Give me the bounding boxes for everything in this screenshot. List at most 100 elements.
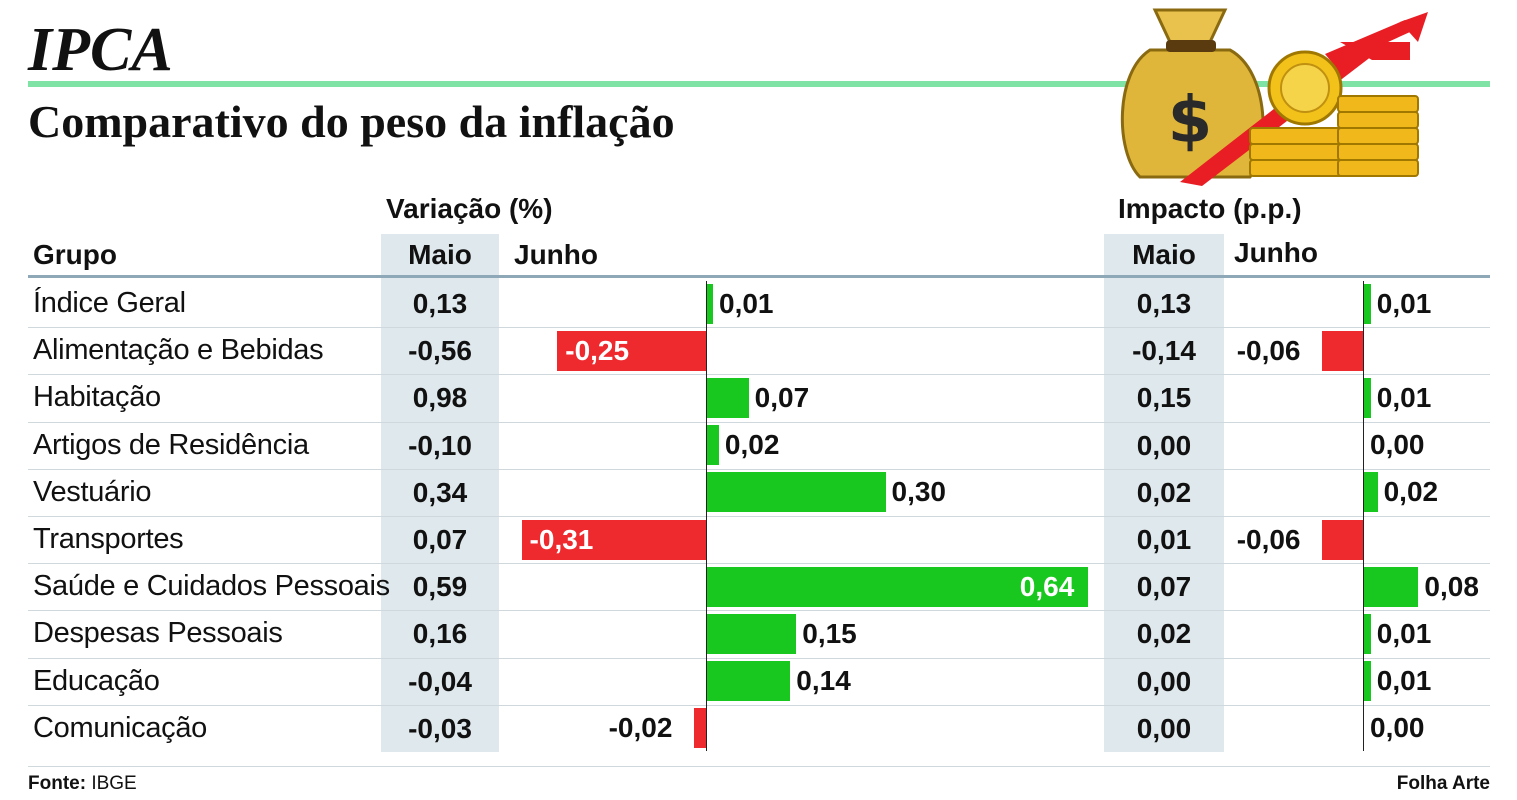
row-rule <box>28 468 1490 470</box>
variacao-junho-bar <box>707 377 749 418</box>
row-rule <box>28 610 1490 612</box>
impacto-junho-label: 0,01 <box>1376 287 1432 319</box>
row-rule <box>28 563 1490 565</box>
gold-coins-icon <box>1249 50 1419 177</box>
impacto-junho-bar <box>1364 472 1378 513</box>
variacao-junho-label: 0,30 <box>891 476 947 508</box>
source-label: Fonte: <box>28 773 87 794</box>
variacao-junho-bar <box>707 661 791 702</box>
variacao-maio-column-bg <box>381 234 499 752</box>
impacto-junho-bar <box>1322 519 1363 560</box>
source-note: Fonte: IBGE <box>28 771 137 797</box>
variacao-junho-label: 0,64 <box>1019 570 1075 602</box>
group-name: Habitação <box>33 381 161 414</box>
row-rule <box>28 374 1490 376</box>
chart-title: IPCA <box>28 16 173 84</box>
variacao-junho-bar <box>707 613 797 654</box>
impacto-junho-bar <box>1364 283 1371 324</box>
impacto-junho-label: 0,01 <box>1376 617 1432 649</box>
credit: Folha Arte <box>1396 773 1490 794</box>
variacao-maio-value: 0,34 <box>412 476 468 508</box>
variacao-junho-label: -0,31 <box>529 523 594 555</box>
impacto-junho-bar <box>1364 661 1371 702</box>
impacto-maio-value: 0,13 <box>1136 288 1192 319</box>
variacao-maio-value: -0,04 <box>408 665 472 697</box>
group-name: Saúde e Cuidados Pessoais <box>33 570 390 603</box>
illustration: $ <box>1120 8 1428 186</box>
group-name: Educação <box>33 664 160 697</box>
impacto-zero-axis <box>1363 281 1364 751</box>
variacao-junho-label: 0,15 <box>802 617 857 649</box>
variacao-junho-bar <box>521 519 706 560</box>
variacao-junho-bar <box>694 708 706 749</box>
variacao-zero-axis <box>706 281 707 751</box>
variacao-junho-label: 0,02 <box>724 429 780 461</box>
variacao-maio-value: 0,16 <box>412 618 468 650</box>
variacao-maio-value: -0,56 <box>408 335 472 367</box>
impacto-junho-label: 0,00 <box>1370 429 1425 461</box>
group-name: Artigos de Residência <box>33 428 309 461</box>
impacto-maio-value: 0,02 <box>1136 618 1192 650</box>
variacao-junho-bar <box>707 566 1088 607</box>
variacao-junho-bar <box>707 472 886 513</box>
impacto-junho-header: Junho <box>1234 237 1318 268</box>
variacao-junho-header: Junho <box>514 239 598 270</box>
impacto-junho-label: 0,01 <box>1376 381 1432 413</box>
group-name: Comunicação <box>33 711 208 744</box>
variacao-junho-label: -0,25 <box>565 334 630 366</box>
impacto-junho-label: 0,01 <box>1376 665 1432 697</box>
variacao-maio-value: 0,59 <box>412 571 468 603</box>
row-rule <box>28 516 1490 517</box>
impacto-maio-value: 0,01 <box>1136 524 1192 555</box>
impacto-junho-label: -0,06 <box>1236 523 1301 555</box>
chart-subtitle: Comparativo do peso da inflação <box>28 96 675 147</box>
impacto-maio-value: 0,00 <box>1136 429 1192 461</box>
variacao-junho-label: 0,01 <box>719 287 774 319</box>
variacao-junho-bar <box>707 283 713 324</box>
impacto-junho-label: 0,08 <box>1424 570 1479 602</box>
group-name: Vestuário <box>33 475 152 508</box>
footer-rule <box>28 766 1490 767</box>
variacao-junho-label: 0,14 <box>796 665 851 697</box>
impacto-header: Impacto (p.p.) <box>1118 193 1302 224</box>
row-rule <box>28 421 1490 423</box>
row-rule <box>28 657 1490 659</box>
variacao-maio-value: 0,07 <box>412 524 468 555</box>
row-rule <box>28 704 1490 706</box>
group-name: Despesas Pessoais <box>33 617 283 650</box>
svg-text:$: $ <box>1168 84 1213 158</box>
variacao-header: Variação (%) <box>386 193 553 224</box>
variacao-junho-bar <box>557 330 706 371</box>
variacao-maio-header: Maio <box>408 239 472 270</box>
variacao-maio-value: 0,98 <box>412 382 468 414</box>
variacao-junho-bar <box>707 425 719 466</box>
impacto-maio-value: 0,00 <box>1136 712 1192 744</box>
source-value: IBGE <box>91 773 137 794</box>
impacto-maio-header: Maio <box>1132 239 1196 270</box>
impacto-maio-value: 0,00 <box>1136 665 1192 697</box>
row-rule <box>28 327 1490 329</box>
impacto-junho-label: 0,02 <box>1383 476 1439 508</box>
impacto-junho-bar <box>1364 613 1371 654</box>
impacto-maio-value: 0,15 <box>1136 382 1192 414</box>
impacto-maio-value: 0,07 <box>1136 571 1192 603</box>
impacto-junho-label: -0,06 <box>1236 334 1301 366</box>
impacto-maio-value: 0,02 <box>1136 476 1192 508</box>
impacto-junho-bar <box>1364 566 1419 607</box>
header-rule <box>28 275 1490 278</box>
variacao-maio-value: -0,10 <box>408 429 472 461</box>
group-name: Índice Geral <box>33 287 186 319</box>
impacto-maio-value: -0,14 <box>1132 335 1196 367</box>
impacto-junho-bar <box>1322 330 1363 371</box>
impacto-junho-bar <box>1364 377 1371 418</box>
variacao-junho-label: -0,02 <box>608 712 673 744</box>
impacto-maio-column-bg <box>1104 234 1224 752</box>
grupo-header: Grupo <box>33 239 117 270</box>
impacto-junho-label: 0,00 <box>1370 712 1425 744</box>
variacao-maio-value: 0,13 <box>412 288 468 319</box>
variacao-maio-value: -0,03 <box>408 712 472 744</box>
variacao-junho-label: 0,07 <box>754 381 810 413</box>
group-name: Alimentação e Bebidas <box>33 334 324 367</box>
title-accent-line <box>28 81 1490 87</box>
group-name: Transportes <box>33 523 184 555</box>
